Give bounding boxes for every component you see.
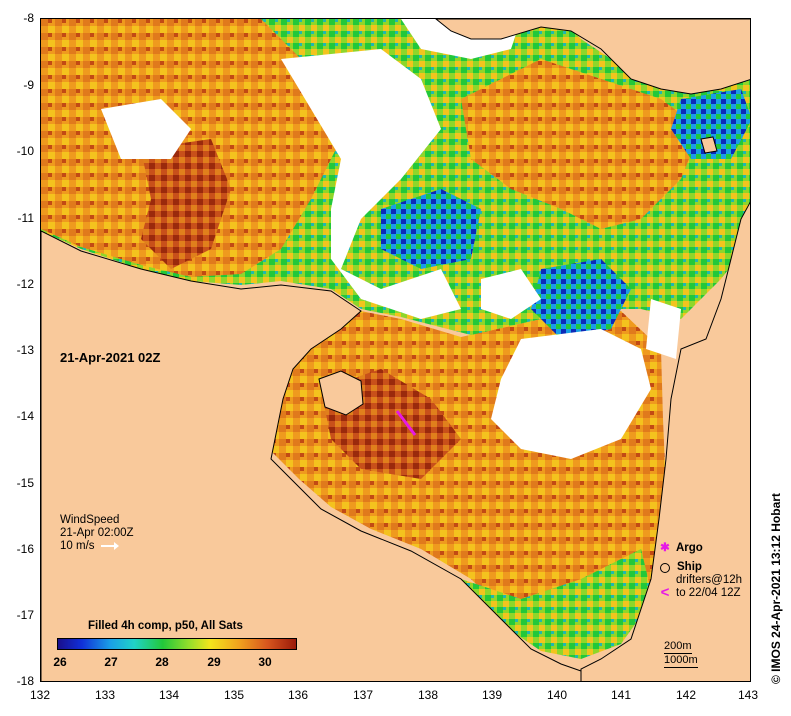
legend-argo: ✱ Argo <box>660 542 703 554</box>
lat-tick: -14 <box>16 409 34 423</box>
lat-tick: -13 <box>16 343 34 357</box>
isobath-legend: 200m 1000m <box>664 640 698 668</box>
cold-patch-center <box>531 259 631 339</box>
argo-icon: ✱ <box>660 542 670 554</box>
wind-scale-row: 10 m/s <box>60 540 134 553</box>
colorbar-tick: 30 <box>258 655 272 669</box>
wind-title: WindSpeed <box>60 514 120 526</box>
colorbar-tick: 29 <box>207 655 221 669</box>
arnhem-land <box>41 230 582 681</box>
isobath-200: 200m <box>664 640 692 654</box>
lat-tick: -9 <box>23 78 34 92</box>
cloud-gap-6 <box>646 299 681 359</box>
lat-tick: -17 <box>16 608 34 622</box>
island-small <box>700 136 718 154</box>
cloud-gap-3 <box>481 269 541 319</box>
lat-tick: -18 <box>16 674 34 688</box>
lon-tick: 143 <box>737 688 759 702</box>
cloud-gap-2 <box>101 99 191 159</box>
imos-credit: © IMOS 24-Apr-2021 13:12 Hobart <box>769 493 783 684</box>
sst-map <box>40 18 751 682</box>
cold-patch-north <box>381 189 481 269</box>
groote-eylandt <box>318 370 364 416</box>
lat-tick: -8 <box>23 11 34 25</box>
lon-tick: 135 <box>223 688 245 702</box>
cloud-gap-4 <box>491 329 651 459</box>
drifter-track <box>395 410 417 436</box>
lon-tick: 136 <box>287 688 309 702</box>
lon-tick: 142 <box>675 688 697 702</box>
wind-scale: 10 m/s <box>60 540 95 552</box>
southern-cool-rim <box>461 549 653 659</box>
wind-time: 21-Apr 02:00Z <box>60 527 134 539</box>
lon-tick: 137 <box>352 688 374 702</box>
legend-drifters: drifters@12h <box>676 574 743 586</box>
lon-tick: 140 <box>546 688 568 702</box>
east-warm-area <box>461 59 701 229</box>
west-hot-patch <box>141 139 231 269</box>
lon-tick: 139 <box>481 688 503 702</box>
drifter-icon: < <box>660 584 670 601</box>
lon-tick: 138 <box>417 688 439 702</box>
colorbar-tick: 28 <box>155 655 169 669</box>
new-guinea-land <box>435 19 750 95</box>
lon-tick: 132 <box>29 688 51 702</box>
legend-drifters-time: < to 22/04 12Z <box>660 584 741 601</box>
colorbar-tick: 27 <box>104 655 118 669</box>
colorbar-tick: 26 <box>53 655 67 669</box>
lon-tick: 141 <box>610 688 632 702</box>
legend-ship: Ship <box>659 561 742 574</box>
lon-tick: 134 <box>158 688 180 702</box>
colorbar <box>57 638 297 650</box>
wind-arrow-icon <box>100 541 119 550</box>
sst-map-canvas <box>41 19 750 681</box>
platform-legend: ✱ Argo Ship drifters@12h < to 22/04 12Z <box>659 542 742 600</box>
lat-tick: -12 <box>16 277 34 291</box>
lat-tick: -11 <box>17 211 34 225</box>
isobath-1000: 1000m <box>664 654 698 668</box>
map-timestamp: 21-Apr-2021 02Z <box>60 350 161 365</box>
ship-icon <box>660 562 670 573</box>
lat-tick: -10 <box>16 144 34 158</box>
wind-speed-legend: WindSpeed 21-Apr 02:00Z 10 m/s <box>60 514 134 553</box>
cold-patch-east <box>671 89 750 159</box>
lon-tick: 133 <box>94 688 116 702</box>
colorbar-title: Filled 4h comp, p50, All Sats <box>88 620 243 632</box>
lat-tick: -16 <box>16 542 34 556</box>
lat-tick: -15 <box>16 476 34 490</box>
cloud-gap-1 <box>281 49 461 319</box>
